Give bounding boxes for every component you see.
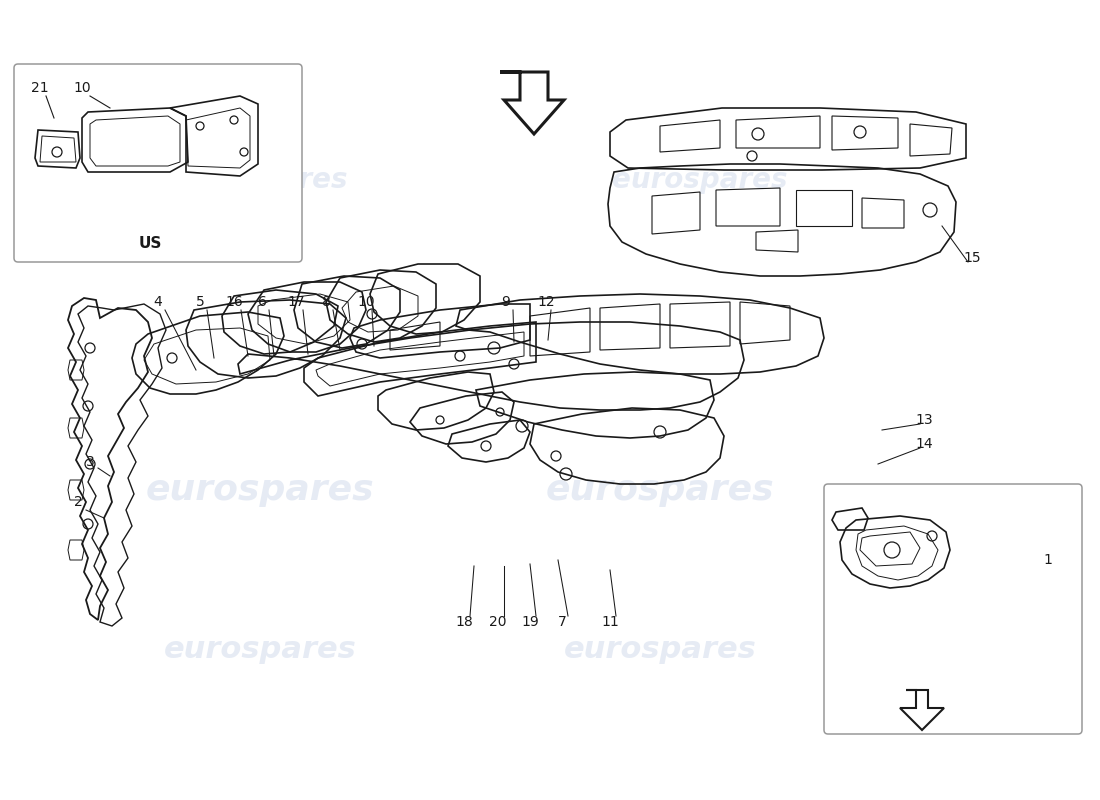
Text: 17: 17 xyxy=(287,295,305,309)
Text: 16: 16 xyxy=(226,295,243,309)
Text: 21: 21 xyxy=(31,81,48,95)
Text: eurospares: eurospares xyxy=(173,166,348,194)
Text: 11: 11 xyxy=(601,615,619,629)
Text: 8: 8 xyxy=(321,295,330,309)
Text: 9: 9 xyxy=(502,295,510,309)
Text: eurospares: eurospares xyxy=(145,473,374,507)
Text: eurospares: eurospares xyxy=(613,166,788,194)
Text: 10: 10 xyxy=(358,295,375,309)
Text: US: US xyxy=(139,237,162,251)
Text: 1: 1 xyxy=(1044,553,1053,567)
Text: 2: 2 xyxy=(74,495,82,509)
Text: 5: 5 xyxy=(196,295,205,309)
Text: 6: 6 xyxy=(257,295,266,309)
Text: 18: 18 xyxy=(455,615,473,629)
Text: 10: 10 xyxy=(74,81,91,95)
Text: eurospares: eurospares xyxy=(546,473,774,507)
Text: 15: 15 xyxy=(964,251,981,265)
Text: 3: 3 xyxy=(86,455,95,469)
Text: 20: 20 xyxy=(490,615,507,629)
Text: eurospares: eurospares xyxy=(563,635,757,665)
Text: 14: 14 xyxy=(915,437,933,451)
FancyBboxPatch shape xyxy=(824,484,1082,734)
Text: 19: 19 xyxy=(521,615,539,629)
Text: eurospares: eurospares xyxy=(164,635,356,665)
Text: 7: 7 xyxy=(558,615,566,629)
FancyBboxPatch shape xyxy=(14,64,302,262)
Text: 13: 13 xyxy=(915,413,933,427)
Text: 12: 12 xyxy=(537,295,554,309)
Text: 4: 4 xyxy=(154,295,163,309)
